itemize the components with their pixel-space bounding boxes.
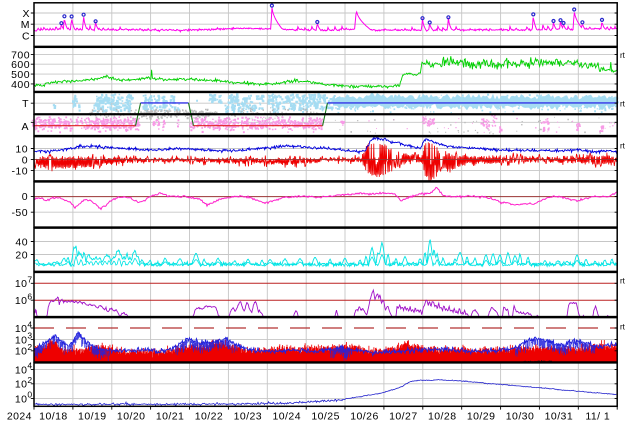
svg-text:10/18: 10/18 [39, 411, 68, 423]
svg-text:0: 0 [22, 191, 28, 203]
svg-text:10: 10 [15, 143, 28, 155]
svg-text:10/21: 10/21 [156, 411, 185, 423]
svg-text:M: M [21, 19, 30, 31]
svg-text:500: 500 [11, 69, 30, 81]
svg-text:700: 700 [11, 49, 30, 61]
svg-text:rt: rt [620, 99, 626, 108]
svg-text:10/30: 10/30 [506, 411, 535, 423]
svg-text:40: 40 [15, 236, 28, 248]
svg-text:400: 400 [11, 79, 30, 91]
svg-text:10/28: 10/28 [428, 411, 457, 423]
svg-text:10/20: 10/20 [117, 411, 146, 423]
svg-text:rt: rt [620, 322, 626, 331]
svg-text:10/24: 10/24 [272, 411, 301, 423]
svg-text:A: A [22, 121, 29, 133]
svg-text:T: T [22, 98, 29, 110]
svg-text:20: 20 [15, 249, 28, 261]
svg-text:0: 0 [22, 154, 28, 166]
svg-text:10/19: 10/19 [78, 411, 107, 423]
svg-text:11/ 1: 11/ 1 [585, 411, 610, 423]
svg-text:2024: 2024 [7, 411, 32, 423]
svg-text:10/27: 10/27 [389, 411, 418, 423]
svg-text:10/25: 10/25 [311, 411, 340, 423]
svg-text:10/29: 10/29 [467, 411, 496, 423]
svg-text:X: X [23, 8, 30, 20]
svg-text:-50: -50 [11, 207, 28, 219]
svg-text:C: C [22, 30, 30, 42]
svg-text:rt: rt [620, 141, 626, 150]
svg-text:10/23: 10/23 [234, 411, 263, 423]
svg-text:600: 600 [11, 59, 30, 71]
svg-text:rt: rt [620, 276, 626, 285]
svg-text:rt: rt [620, 51, 626, 60]
svg-text:-10: -10 [11, 165, 28, 177]
svg-text:10/26: 10/26 [350, 411, 379, 423]
svg-text:10/22: 10/22 [195, 411, 224, 423]
svg-text:10/31: 10/31 [545, 411, 574, 423]
